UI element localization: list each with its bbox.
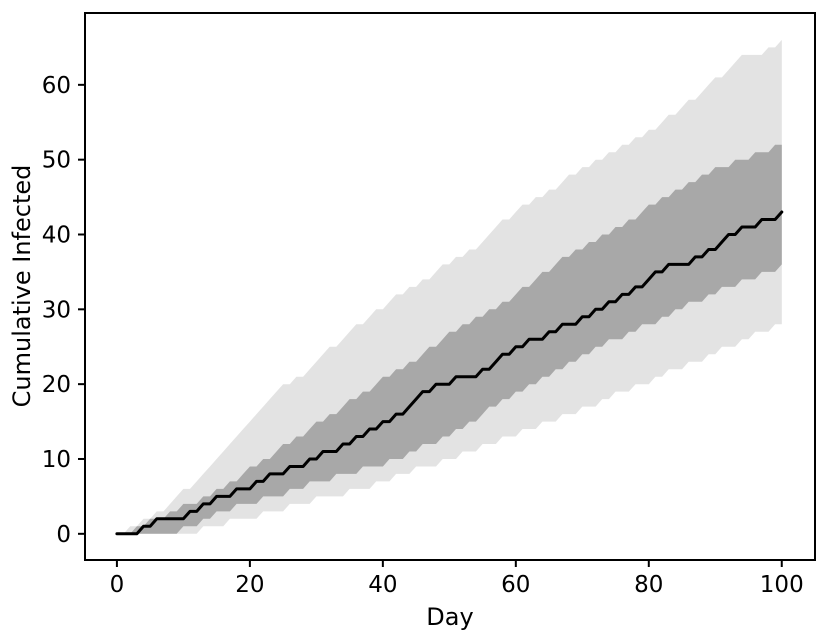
y-tick-label: 60 [42, 73, 71, 99]
outer-band-area [116, 39, 782, 534]
y-tick-label: 50 [42, 148, 71, 174]
median-line-layer [115, 210, 784, 536]
y-axis-label: Cumulative Infected [8, 165, 36, 408]
y-tick-label: 20 [42, 372, 71, 398]
y-tick-label: 0 [56, 522, 71, 548]
x-tick-label: 20 [235, 572, 264, 598]
y-tick-label: 40 [42, 222, 71, 248]
x-tick-label: 0 [110, 572, 125, 598]
x-axis-label: Day [426, 603, 473, 631]
y-tick-label: 30 [42, 297, 71, 323]
median-line [115, 210, 784, 536]
tick-labels-layer: 0 20 40 60 80 100 0 10 20 30 40 50 60 [42, 73, 804, 598]
x-tick-label: 100 [760, 572, 804, 598]
plot-frame [84, 12, 816, 561]
x-tick-label: 60 [501, 572, 530, 598]
x-tick-label: 40 [368, 572, 397, 598]
y-tick-label: 10 [42, 447, 71, 473]
axis-ticks-layer [78, 83, 783, 567]
inner-band-area [116, 144, 782, 534]
x-tick-label: 80 [634, 572, 663, 598]
confidence-bands-layer [116, 39, 782, 534]
